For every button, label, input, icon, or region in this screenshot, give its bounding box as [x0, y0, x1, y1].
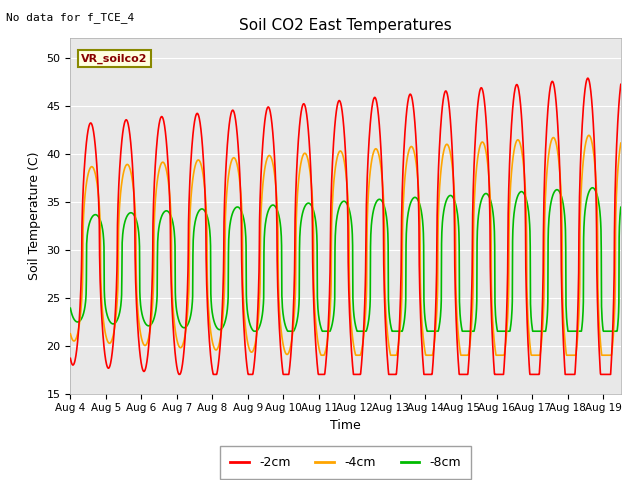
- Title: Soil CO2 East Temperatures: Soil CO2 East Temperatures: [239, 18, 452, 33]
- Legend: -2cm, -4cm, -8cm: -2cm, -4cm, -8cm: [220, 446, 471, 479]
- Text: No data for f_TCE_4: No data for f_TCE_4: [6, 12, 134, 23]
- Text: VR_soilco2: VR_soilco2: [81, 53, 148, 64]
- X-axis label: Time: Time: [330, 419, 361, 432]
- Y-axis label: Soil Temperature (C): Soil Temperature (C): [28, 152, 41, 280]
